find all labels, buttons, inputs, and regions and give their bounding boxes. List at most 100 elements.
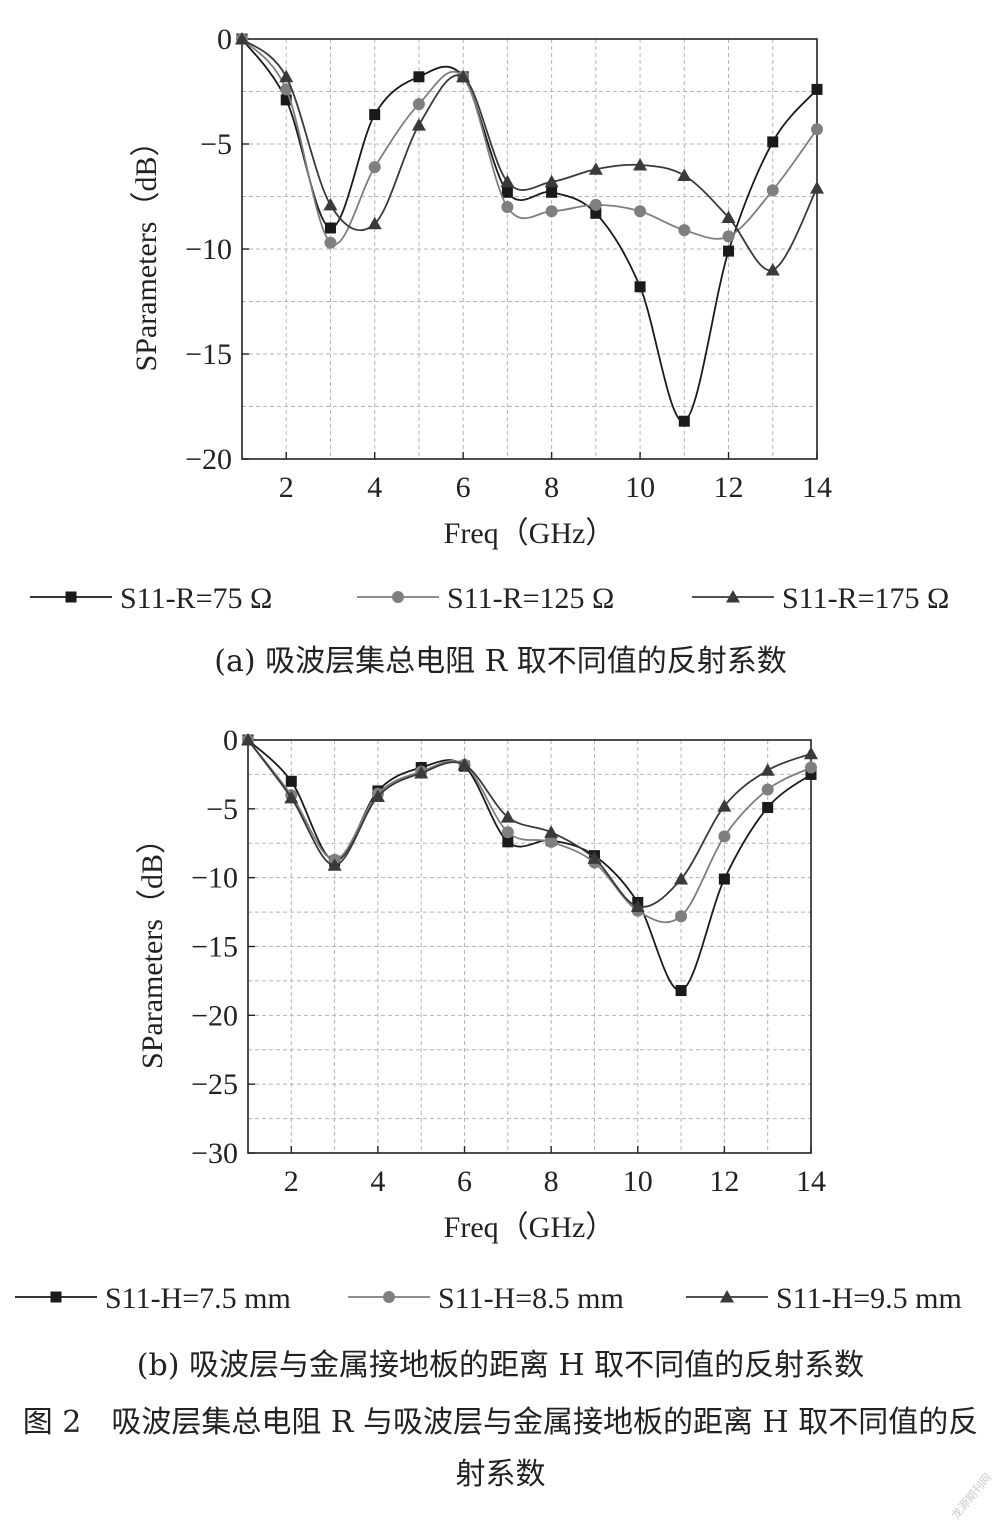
data-point bbox=[284, 790, 299, 804]
x-tick-label: 4 bbox=[367, 471, 382, 504]
data-point bbox=[811, 83, 823, 95]
x-tick-label: 8 bbox=[544, 1165, 559, 1198]
y-tick-label: −25 bbox=[191, 1068, 238, 1101]
y-tick-label: 0 bbox=[217, 23, 232, 56]
data-point bbox=[412, 98, 425, 111]
data-point bbox=[414, 766, 429, 779]
x-tick-label: 2 bbox=[279, 471, 294, 504]
y-tick-label: −15 bbox=[185, 338, 232, 371]
data-point bbox=[457, 757, 472, 771]
legend-marker bbox=[50, 1291, 62, 1303]
x-tick-label: 6 bbox=[456, 471, 471, 504]
data-point bbox=[413, 71, 425, 83]
y-tick-label: −10 bbox=[191, 862, 238, 895]
data-point bbox=[501, 201, 514, 213]
figure-caption: 图 2 吸波层集总电阻 R 与吸波层与金属接地板的距离 H 取不同值的反射系数 bbox=[22, 1405, 979, 1492]
legend-marker bbox=[383, 1291, 395, 1303]
data-point bbox=[545, 835, 558, 848]
data-point bbox=[500, 174, 515, 188]
data-point bbox=[544, 825, 559, 838]
y-tick-label: −5 bbox=[206, 793, 238, 826]
data-point bbox=[718, 830, 731, 843]
legend-label: S11-R=75 Ω bbox=[120, 582, 272, 615]
data-point bbox=[456, 69, 471, 83]
data-point bbox=[805, 768, 817, 780]
legend-marker bbox=[392, 591, 404, 603]
y-tick-label: −15 bbox=[191, 931, 238, 964]
y-tick-label: −20 bbox=[185, 443, 232, 476]
data-point bbox=[722, 230, 735, 243]
data-point bbox=[762, 801, 774, 813]
data-point bbox=[675, 985, 687, 997]
series-3 bbox=[235, 32, 824, 276]
y-axis-label: SParameters（dB） bbox=[136, 824, 169, 1069]
data-point bbox=[804, 746, 818, 760]
data-point bbox=[279, 69, 294, 83]
legend-label: S11-R=125 Ω bbox=[447, 582, 614, 615]
legend-label: S11-R=175 Ω bbox=[782, 582, 949, 615]
data-point bbox=[367, 216, 382, 230]
x-axis-label: Freq（GHz） bbox=[444, 1211, 616, 1244]
data-point bbox=[501, 186, 513, 198]
series-2 bbox=[242, 734, 817, 924]
series-2 bbox=[236, 33, 823, 249]
data-point bbox=[761, 783, 774, 796]
data-point bbox=[630, 899, 645, 913]
y-tick-label: −5 bbox=[200, 128, 232, 161]
series-line bbox=[241, 38, 818, 246]
x-tick-label: 6 bbox=[457, 1165, 472, 1198]
legend-marker bbox=[720, 1290, 734, 1303]
legend: S11-R=75 Ω S11-R=125 Ω S11-R=175 Ω bbox=[30, 582, 949, 615]
data-point bbox=[590, 207, 602, 219]
data-point bbox=[411, 118, 426, 131]
data-point bbox=[241, 733, 255, 746]
data-point bbox=[766, 184, 779, 197]
data-point bbox=[677, 168, 692, 181]
data-point bbox=[235, 32, 249, 45]
data-point bbox=[280, 94, 292, 106]
grid bbox=[242, 39, 817, 459]
x-tick-label: 2 bbox=[284, 1165, 299, 1198]
x-tick-label: 10 bbox=[623, 1165, 653, 1198]
series-1 bbox=[242, 734, 817, 997]
x-axis-label: Freq（GHz） bbox=[444, 517, 616, 550]
chart-a: 2 4 6 8 10 12 14 0 −5 −10 −15 −20 Freq（GHz） SParamete… bbox=[30, 23, 949, 615]
legend-label: S11-H=9.5 mm bbox=[776, 1282, 962, 1315]
data-point bbox=[634, 281, 646, 293]
y-tick-label: −20 bbox=[191, 999, 238, 1032]
data-point bbox=[805, 761, 817, 774]
x-tick-label: 4 bbox=[370, 1165, 385, 1198]
x-tick-label: 12 bbox=[709, 1165, 739, 1198]
data-point bbox=[760, 763, 775, 776]
caption-b: (b) 吸波层与金属接地板的距离 H 取不同值的反射系数 bbox=[136, 1348, 865, 1383]
data-point bbox=[545, 205, 558, 218]
y-tick-label: 0 bbox=[223, 724, 238, 757]
data-point bbox=[678, 415, 690, 427]
legend-label: S11-H=8.5 mm bbox=[438, 1282, 624, 1315]
data-point bbox=[285, 775, 297, 787]
x-tick-label: 8 bbox=[544, 471, 559, 504]
x-tick-label: 10 bbox=[625, 471, 655, 504]
data-point bbox=[368, 161, 381, 174]
data-point bbox=[589, 198, 602, 211]
y-tick-label: −30 bbox=[191, 1137, 238, 1170]
data-point bbox=[811, 123, 823, 136]
x-tick-label: 14 bbox=[802, 471, 832, 504]
caption-a: (a) 吸波层集总电阻 R 取不同值的反射系数 bbox=[214, 644, 787, 679]
data-point bbox=[810, 181, 824, 194]
data-point bbox=[718, 873, 730, 885]
data-point bbox=[324, 222, 336, 234]
data-point bbox=[588, 162, 603, 175]
data-point bbox=[674, 872, 689, 885]
data-point bbox=[675, 910, 688, 923]
x-tick-label: 12 bbox=[714, 471, 744, 504]
data-point bbox=[327, 858, 342, 871]
legend-marker bbox=[726, 590, 740, 603]
legend-label: S11-H=7.5 mm bbox=[105, 1282, 291, 1315]
data-point bbox=[501, 826, 514, 839]
data-point bbox=[324, 236, 337, 249]
data-point bbox=[500, 810, 515, 823]
data-point bbox=[323, 197, 338, 211]
data-point bbox=[767, 136, 779, 148]
data-point bbox=[546, 186, 558, 198]
